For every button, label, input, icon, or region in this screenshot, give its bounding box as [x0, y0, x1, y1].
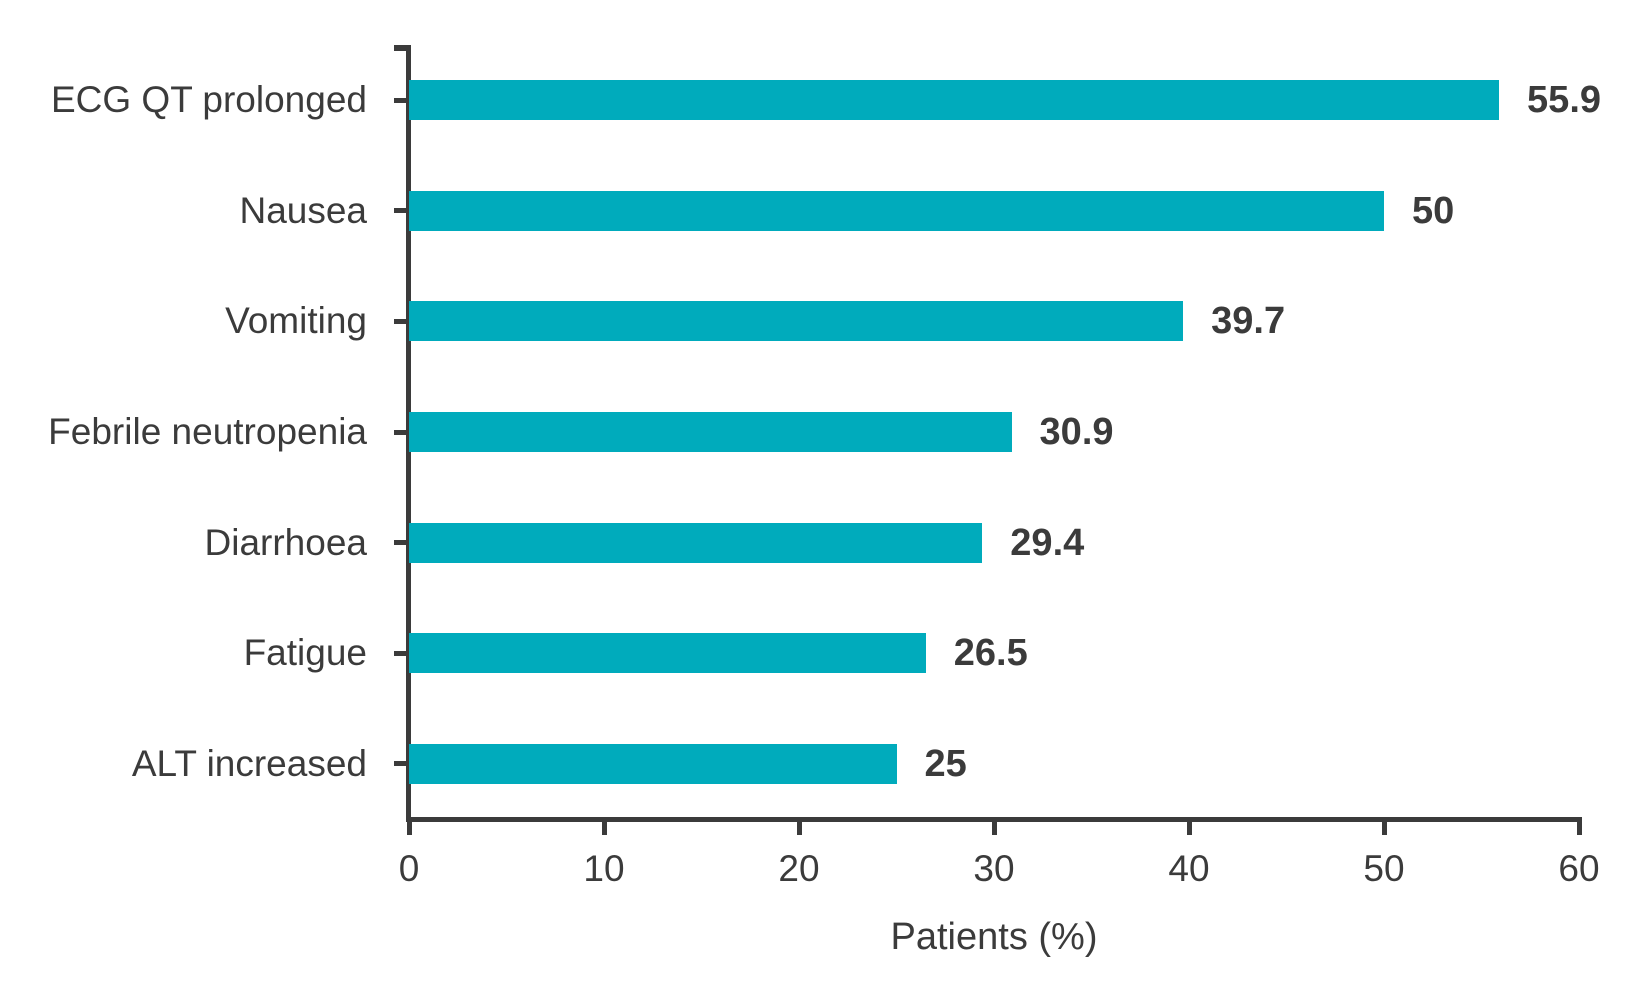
bar-fatigue: [409, 633, 926, 674]
value-label: 25: [924, 742, 967, 785]
bar-ecg-qt-prolonged: [409, 80, 1500, 121]
x-tick: [991, 819, 997, 835]
category-label: Febrile neutropenia: [48, 411, 367, 452]
x-axis-title: Patients (%): [890, 916, 1098, 958]
y-tick: [394, 208, 409, 214]
x-tick: [1381, 819, 1387, 835]
x-tick-label: 20: [778, 848, 820, 889]
x-tick-label: 10: [583, 848, 625, 889]
category-label: Fatigue: [243, 632, 367, 674]
x-tick-label: 60: [1558, 848, 1600, 889]
bar-alt-increased: [409, 743, 897, 784]
category-label: Vomiting: [225, 300, 367, 342]
value-label: 55.9: [1527, 79, 1602, 122]
y-axis-top-cap: [394, 45, 407, 51]
x-tick: [406, 819, 412, 835]
x-tick: [1186, 819, 1192, 835]
bar-vomiting: [409, 301, 1184, 342]
value-label: 30.9: [1039, 411, 1114, 453]
y-tick: [394, 650, 409, 656]
value-label: 39.7: [1211, 300, 1286, 343]
value-label: 50: [1412, 189, 1455, 232]
value-label: 26.5: [953, 632, 1028, 675]
x-tick: [796, 819, 802, 835]
x-tick: [601, 819, 607, 835]
bar-febrile-neutropenia: [409, 412, 1012, 452]
y-tick: [394, 761, 409, 767]
x-tick-label: 50: [1363, 848, 1405, 889]
x-tick-label: 40: [1168, 848, 1210, 889]
x-tick-label: 30: [973, 848, 1015, 889]
category-label: ALT increased: [131, 742, 367, 784]
x-tick-label: 0: [398, 848, 420, 889]
value-label: 29.4: [1010, 521, 1085, 564]
bar-nausea: [409, 190, 1384, 231]
y-tick: [394, 429, 409, 435]
y-tick: [394, 318, 409, 324]
category-label: ECG QT prolonged: [50, 79, 367, 121]
category-label: Nausea: [239, 189, 367, 231]
y-tick: [394, 540, 409, 546]
category-label: Diarrhoea: [204, 521, 367, 563]
x-tick: [1576, 819, 1582, 835]
bar-diarrhoea: [409, 522, 983, 563]
y-tick: [394, 97, 409, 103]
